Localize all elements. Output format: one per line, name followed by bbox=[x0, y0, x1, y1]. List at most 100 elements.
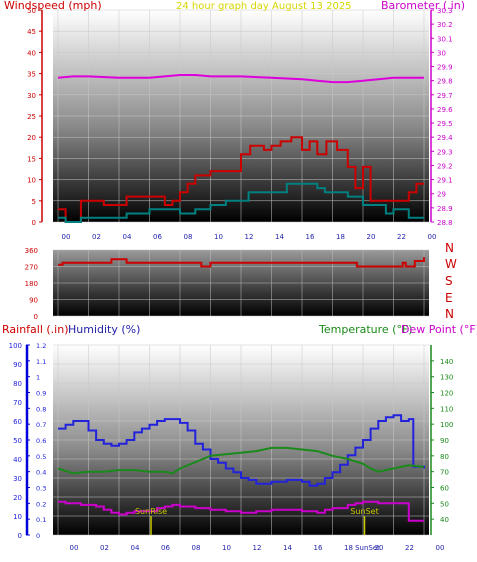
compass-n-bottom: N bbox=[445, 307, 454, 321]
humidity-line bbox=[58, 414, 425, 487]
temp-y-tick-label: 100 bbox=[440, 421, 453, 429]
dewpoint-title: Dew Point (°F) bbox=[401, 323, 477, 336]
temp-y-tick-label: 110 bbox=[440, 405, 453, 413]
humidity-x-tick-label: 18 bbox=[344, 544, 353, 552]
baro-y-tick-label: 28.8 bbox=[437, 219, 453, 227]
humidity-x-tick-label: 02 bbox=[100, 544, 109, 552]
baro-y-tick-label: 30 bbox=[437, 49, 446, 57]
dewpoint-line bbox=[58, 500, 424, 522]
rainfall-title: Rainfall (.in) bbox=[2, 323, 69, 336]
wind-y-tick-label: 0 bbox=[32, 219, 36, 227]
wind-y-tick-label: 15 bbox=[27, 155, 36, 163]
baro-y-tick-label: 30.1 bbox=[437, 35, 453, 43]
humidity-y-tick-label: 40 bbox=[13, 456, 22, 464]
humidity-y-tick-label: 20 bbox=[13, 494, 22, 502]
humidity-title: Humidity (%) bbox=[68, 323, 140, 336]
series-layer bbox=[57, 74, 425, 522]
direction-y-tick-label: 180 bbox=[25, 280, 38, 288]
direction-y-tick-label: 0 bbox=[34, 313, 38, 321]
windspeed-title: Windspeed (mph) bbox=[4, 0, 102, 12]
wind-x-tick-label: 14 bbox=[275, 233, 284, 241]
temp-y-tick-label: 70 bbox=[440, 469, 449, 477]
wind-x-tick-label: 20 bbox=[367, 233, 376, 241]
wind-y-tick-label: 20 bbox=[27, 134, 36, 142]
compass-w: W bbox=[445, 257, 457, 271]
humidity-y-tick-label: 100 bbox=[9, 342, 22, 350]
wind-x-tick-label: 22 bbox=[397, 233, 406, 241]
humidity-y-tick-label: 60 bbox=[13, 418, 22, 426]
rain-y-tick-label: 0.3 bbox=[36, 485, 46, 493]
humidity-x-tick-label: 00 bbox=[436, 544, 445, 552]
baro-y-tick-label: 29 bbox=[437, 191, 446, 199]
rain-y-tick-label: 0.2 bbox=[36, 500, 46, 508]
wind-avg-line bbox=[58, 182, 424, 223]
wind-y-tick-label: 45 bbox=[27, 28, 36, 36]
rain-y-tick-label: 0.8 bbox=[36, 405, 46, 413]
sunset-label: SunSet bbox=[350, 507, 378, 516]
rain-y-tick-label: 0.7 bbox=[36, 421, 46, 429]
humidity-y-tick-label: 0 bbox=[18, 532, 22, 540]
humidity-x-tick-label: 10 bbox=[222, 544, 231, 552]
rain-y-tick-label: 0.5 bbox=[36, 453, 46, 461]
baro-y-tick-label: 29.7 bbox=[437, 92, 453, 100]
wind-y-tick-label: 50 bbox=[27, 7, 36, 15]
direction-y-tick-label: 360 bbox=[25, 247, 38, 255]
temp-y-tick-label: 130 bbox=[440, 374, 453, 382]
baro-y-tick-label: 29.8 bbox=[437, 78, 453, 86]
wind-y-tick-label: 35 bbox=[27, 71, 36, 79]
wind-x-tick-label: 00 bbox=[428, 233, 437, 241]
compass-s: S bbox=[445, 274, 453, 288]
humidity-y-tick-label: 30 bbox=[13, 475, 22, 483]
baro-y-tick-label: 30.2 bbox=[437, 21, 453, 29]
barometer-line bbox=[57, 74, 424, 84]
rain-y-tick-label: 0 bbox=[36, 532, 40, 540]
wind-y-tick-label: 5 bbox=[32, 198, 36, 206]
temp-y-tick-label: 90 bbox=[440, 437, 449, 445]
humidity-x-tick-label: 20 bbox=[375, 544, 384, 552]
humidity-x-tick-label: 12 bbox=[253, 544, 262, 552]
temperature-line bbox=[57, 446, 425, 475]
compass-e: E bbox=[445, 291, 453, 305]
humidity-y-tick-label: 70 bbox=[13, 399, 22, 407]
wind-x-tick-label: 02 bbox=[92, 233, 101, 241]
humidity-x-tick-label: 04 bbox=[131, 544, 140, 552]
temp-y-tick-label: 120 bbox=[440, 390, 453, 398]
wind-x-tick-label: 18 bbox=[336, 233, 345, 241]
temp-y-tick-label: 140 bbox=[440, 358, 453, 366]
wind-x-tick-label: 08 bbox=[184, 233, 193, 241]
baro-y-tick-label: 29.1 bbox=[437, 177, 453, 185]
compass-n-top: N bbox=[445, 241, 454, 255]
humidity-y-tick-label: 10 bbox=[13, 513, 22, 521]
humidity-x-tick-label: 06 bbox=[161, 544, 170, 552]
direction-y-tick-label: 90 bbox=[29, 297, 38, 305]
sunset-axis-label: SunSet bbox=[355, 544, 380, 552]
rain-y-tick-label: 1 bbox=[36, 374, 40, 382]
temp-y-tick-label: 60 bbox=[440, 485, 449, 493]
temp-y-tick-label: 50 bbox=[440, 500, 449, 508]
humidity-y-tick-label: 50 bbox=[13, 437, 22, 445]
annotation-layer: SunRise SunSet SunSet bbox=[135, 507, 380, 552]
baro-y-tick-label: 28.9 bbox=[437, 205, 453, 213]
rain-y-tick-label: 0.6 bbox=[36, 437, 46, 445]
direction-y-tick-label: 270 bbox=[25, 264, 38, 272]
baro-y-tick-label: 29.9 bbox=[437, 64, 453, 72]
baro-y-tick-label: 29.4 bbox=[437, 134, 453, 142]
wind-x-tick-label: 04 bbox=[123, 233, 132, 241]
temp-y-tick-label: 80 bbox=[440, 453, 449, 461]
humidity-x-tick-label: 08 bbox=[192, 544, 201, 552]
wind-x-tick-label: 00 bbox=[62, 233, 71, 241]
rain-y-tick-label: 0.9 bbox=[36, 390, 46, 398]
baro-y-tick-label: 29.2 bbox=[437, 162, 453, 170]
rain-y-tick-label: 1.2 bbox=[36, 342, 46, 350]
wind-x-tick-label: 06 bbox=[153, 233, 162, 241]
wind-y-tick-label: 30 bbox=[27, 92, 36, 100]
baro-y-tick-label: 30.3 bbox=[437, 7, 453, 15]
baro-y-tick-label: 29.6 bbox=[437, 106, 453, 114]
baro-y-tick-label: 29.5 bbox=[437, 120, 453, 128]
wind-x-tick-label: 16 bbox=[306, 233, 315, 241]
temperature-title: Temperature (°F) bbox=[318, 323, 413, 336]
rain-y-tick-label: 1.1 bbox=[36, 358, 46, 366]
wind-y-tick-label: 25 bbox=[27, 113, 36, 121]
